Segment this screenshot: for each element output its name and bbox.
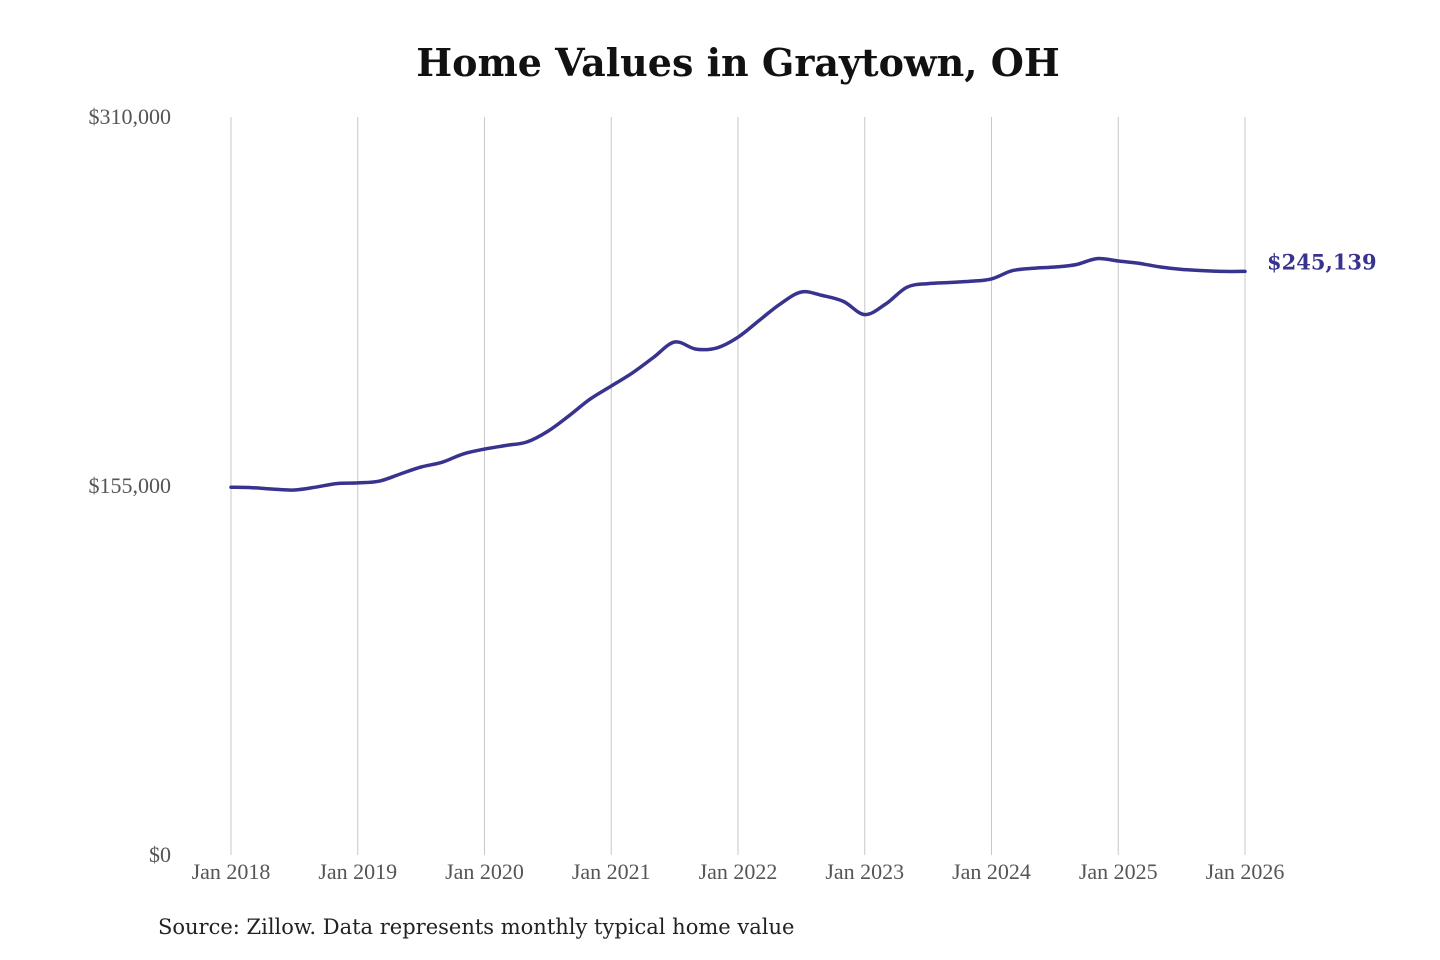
end-value-label: $245,139 — [1267, 249, 1377, 274]
x-tick-label: Jan 2019 — [318, 859, 397, 884]
source-note: Source: Zillow. Data represents monthly … — [158, 915, 795, 939]
x-tick-label: Jan 2023 — [825, 859, 904, 884]
x-tick-label: Jan 2025 — [1079, 859, 1158, 884]
y-tick-label: $155,000 — [89, 473, 172, 498]
series-line — [229, 256, 1247, 492]
y-tick-label: $310,000 — [89, 104, 172, 129]
y-tick-label: $0 — [149, 842, 171, 867]
x-tick-label: Jan 2020 — [445, 859, 524, 884]
chart-title: Home Values in Graytown, OH — [416, 40, 1060, 85]
x-tick-label: Jan 2022 — [699, 859, 778, 884]
x-tick-label: Jan 2024 — [952, 859, 1031, 884]
x-tick-label: Jan 2026 — [1206, 859, 1285, 884]
x-tick-label: Jan 2018 — [192, 859, 271, 884]
x-tick-label: Jan 2021 — [572, 859, 651, 884]
